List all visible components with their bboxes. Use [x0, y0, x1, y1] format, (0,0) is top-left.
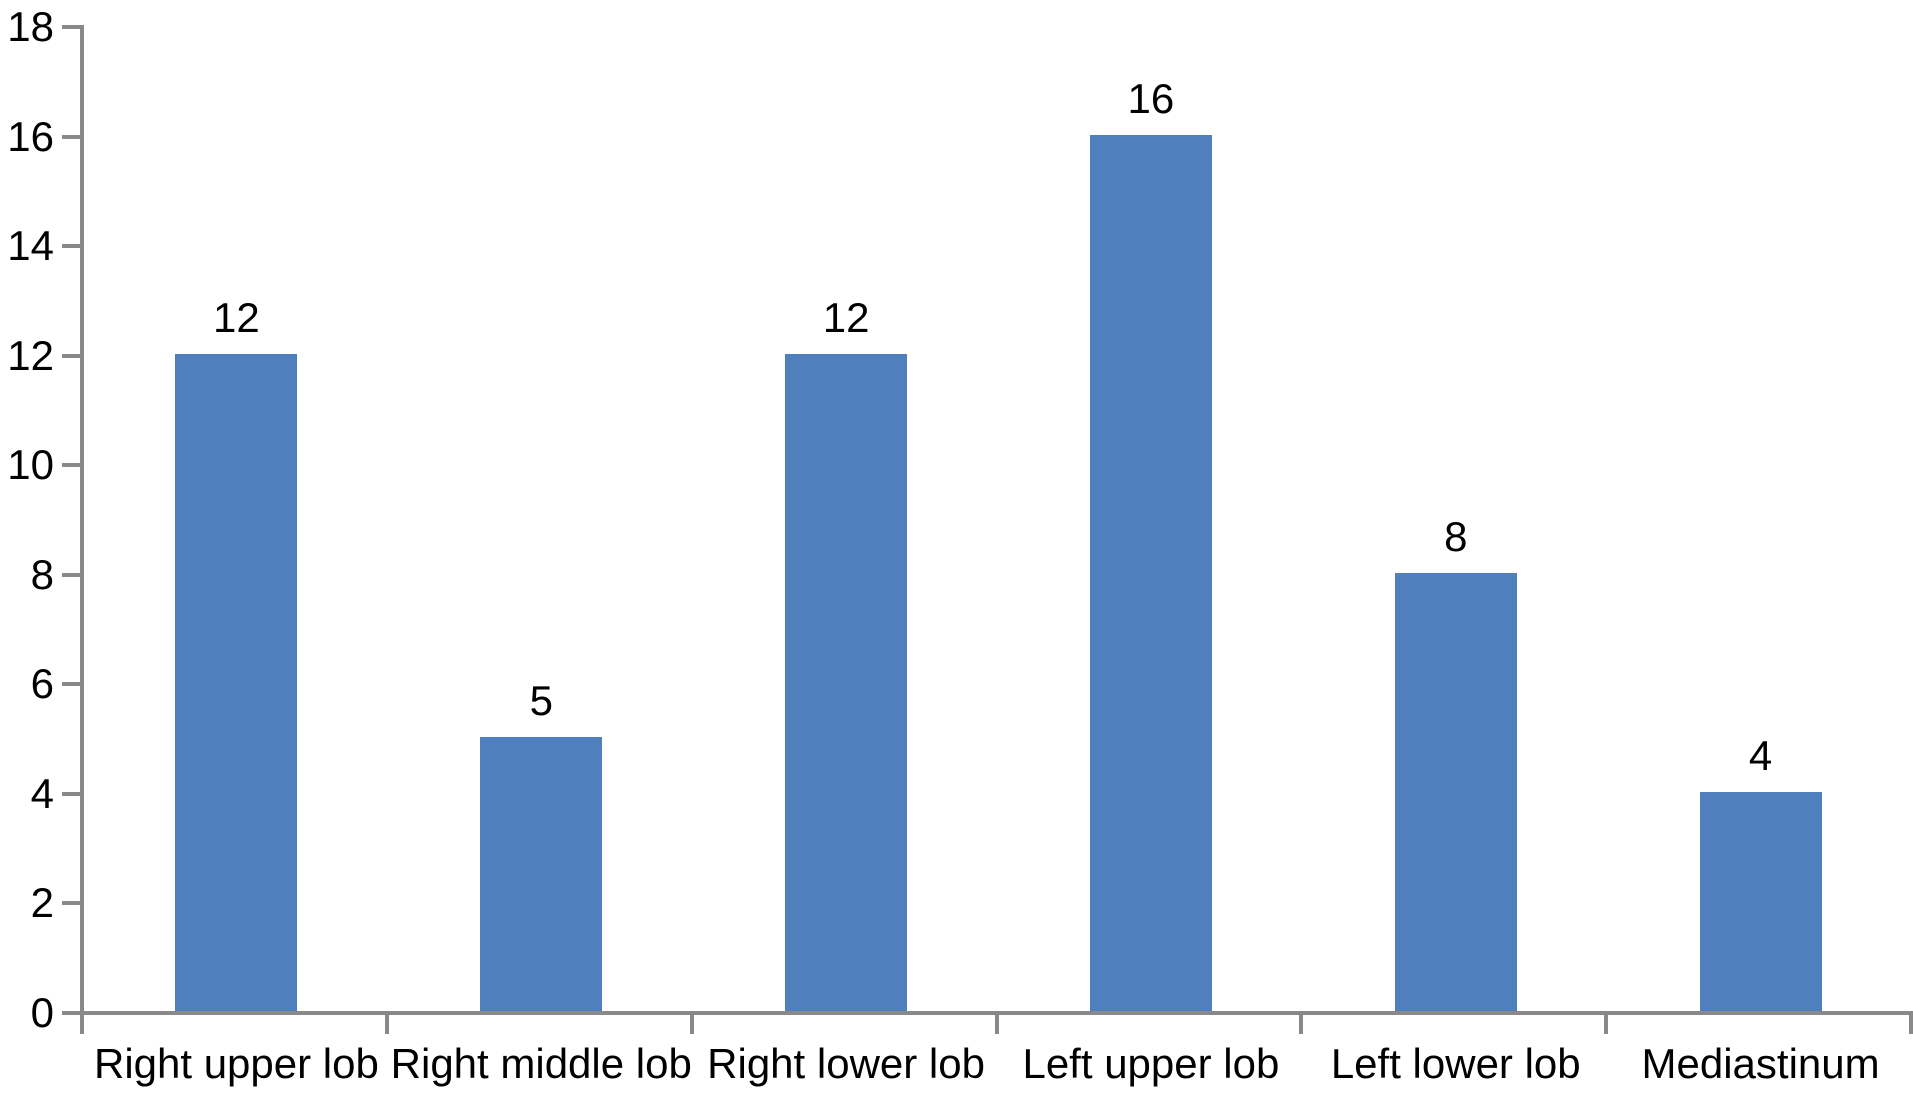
bar-value-label: 16 — [1127, 74, 1175, 122]
y-axis-tick-label: 12 — [7, 331, 54, 379]
y-axis-tick-label: 2 — [30, 879, 54, 927]
bar — [1699, 791, 1822, 1011]
y-axis-tick — [62, 25, 80, 29]
x-axis-line — [80, 1011, 1913, 1015]
y-axis-tick — [62, 244, 80, 249]
y-axis-tick — [62, 1011, 80, 1015]
x-axis-tick — [80, 1015, 84, 1034]
x-axis-tick — [384, 1015, 389, 1034]
y-axis-tick-label: 10 — [7, 441, 54, 489]
y-axis-tick — [62, 572, 80, 577]
y-axis-tick — [62, 682, 80, 687]
bar-value-label: 12 — [213, 293, 260, 341]
bar — [1089, 134, 1212, 1011]
y-axis-tick — [62, 353, 80, 358]
bar-value-label: 12 — [822, 293, 870, 341]
bar — [175, 353, 298, 1011]
bar-value-label: 4 — [1748, 731, 1773, 779]
bar — [480, 737, 603, 1011]
bar-value-label: 8 — [1444, 512, 1468, 560]
y-axis-line — [80, 25, 84, 1015]
x-axis-tick — [1604, 1015, 1609, 1034]
y-axis-tick-label: 8 — [30, 550, 54, 598]
y-axis-tick-label: 4 — [30, 769, 54, 817]
y-axis-tick — [62, 463, 80, 468]
x-axis-category-label: Right upper lob — [93, 1040, 379, 1087]
x-axis-category-label: Left upper lob — [1022, 1040, 1280, 1087]
x-axis-category-label: Left lower lob — [1330, 1040, 1581, 1087]
y-axis-tick — [62, 134, 80, 139]
y-axis-tick-label: 14 — [7, 222, 54, 270]
y-axis-tick-label: 6 — [30, 660, 54, 708]
x-axis-tick — [1299, 1015, 1304, 1034]
bar-value-label: 5 — [529, 677, 553, 725]
x-axis-tick — [689, 1015, 694, 1034]
y-axis-tick-label: 16 — [7, 112, 54, 160]
y-axis-tick — [62, 901, 80, 906]
bar — [785, 353, 908, 1011]
x-axis-category-label: Right middle lob — [390, 1040, 692, 1087]
y-axis-tick — [62, 791, 80, 796]
x-axis-tick — [994, 1015, 999, 1034]
x-axis-tick — [1909, 1015, 1913, 1034]
bar — [1394, 572, 1517, 1011]
y-axis-tick-label: 18 — [7, 3, 54, 50]
x-axis-category-label: Mediastinum — [1641, 1040, 1880, 1087]
y-axis-tick-label: 0 — [30, 989, 54, 1036]
x-axis-category-label: Right lower lob — [707, 1040, 985, 1087]
